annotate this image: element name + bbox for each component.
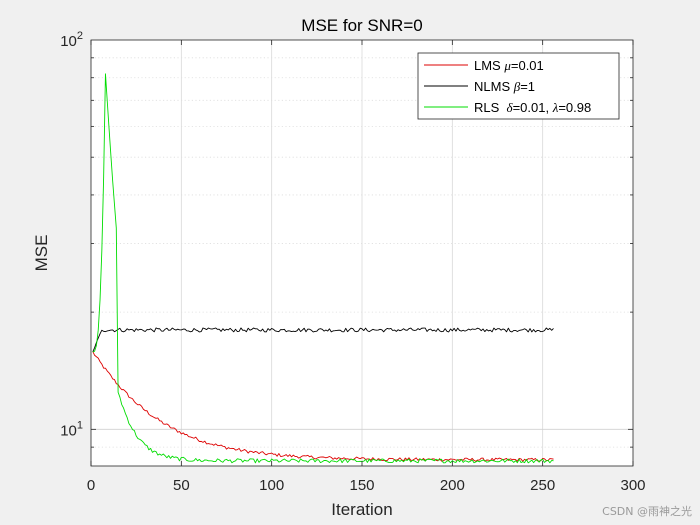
y-axis-label: MSE xyxy=(32,235,51,272)
x-tick-label: 250 xyxy=(530,477,555,494)
legend-rls-greek2: λ xyxy=(552,100,559,115)
series-layer xyxy=(92,73,554,464)
x-tick-label: 100 xyxy=(259,477,284,494)
legend[interactable]: LMS μ=0.01 NLMS β=1 RLS δ=0.01, λ=0.98 xyxy=(417,52,620,120)
x-tick-label: 50 xyxy=(173,477,190,494)
legend-rls-prefix: RLS xyxy=(474,100,507,115)
watermark: CSDN @雨神之光 xyxy=(602,505,692,518)
legend-label-rls: RLS δ=0.01, λ=0.98 xyxy=(474,100,591,115)
legend-rls-suffix: =0.98 xyxy=(558,100,591,115)
series-line-rls xyxy=(92,73,554,464)
ticks xyxy=(90,40,634,466)
legend-label-nlms: NLMS β=1 xyxy=(474,79,535,94)
x-tick-label: 150 xyxy=(349,477,374,494)
legend-nlms-suffix: =1 xyxy=(520,79,535,94)
legend-label-lms: LMS μ=0.01 xyxy=(474,58,544,73)
x-tick-label: 0 xyxy=(87,477,95,494)
x-tick-label: 300 xyxy=(620,477,645,494)
chart-title: MSE for SNR=0 xyxy=(301,16,422,35)
series-line-lms xyxy=(92,351,554,462)
legend-lms-greek: μ xyxy=(503,58,511,73)
y-tick-labels: 101 102 xyxy=(60,30,83,439)
x-tick-labels: 0 50 100 150 200 250 300 xyxy=(87,477,646,494)
legend-lms-suffix: =0.01 xyxy=(511,58,544,73)
legend-nlms-greek: β xyxy=(513,79,521,94)
legend-rls-greek1: δ xyxy=(507,100,514,115)
legend-nlms-prefix: NLMS xyxy=(474,79,514,94)
x-tick-label: 200 xyxy=(440,477,465,494)
legend-lms-prefix: LMS xyxy=(474,58,504,73)
legend-rls-mid: =0.01, xyxy=(513,100,553,115)
series-line-nlms xyxy=(92,327,554,352)
x-axis-label: Iteration xyxy=(331,500,392,519)
y-tick-label: 102 xyxy=(60,30,83,50)
y-tick-label: 101 xyxy=(60,419,83,439)
grid xyxy=(91,40,633,466)
